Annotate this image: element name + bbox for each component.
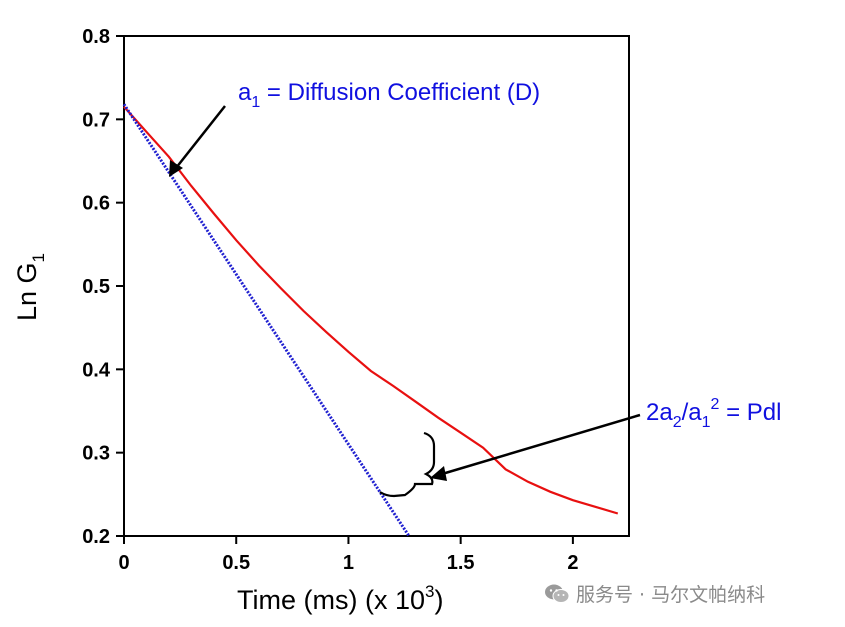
annotation-pdi-sub: 2: [673, 414, 682, 431]
x-axis-title: Time (ms) (x 103): [237, 582, 443, 615]
annotation-diffusion-a: a: [238, 79, 252, 106]
x-axis-title-sup: 3: [425, 582, 434, 601]
annotation-diffusion: a1 = Diffusion Coefficient (D): [238, 79, 540, 111]
annotation-pdi-2a: 2a: [646, 399, 673, 426]
y-axis-title-sub: 1: [29, 253, 48, 262]
x-axis-ticks: 0 0.5 1 1.5 2: [118, 536, 578, 574]
x-tick-label: 0.5: [222, 552, 250, 574]
series-line-cumulant-fit: [123, 106, 619, 515]
brace: [379, 431, 436, 498]
annotation-pdi-rest: = Pdl: [719, 399, 781, 426]
y-axis-title-main: Ln G: [12, 262, 42, 321]
arrow-pdi-head: [430, 466, 447, 481]
y-tick-label: 0.8: [82, 26, 110, 48]
y-tick-label: 0.4: [82, 359, 111, 381]
annotation-pdi-sup: 2: [711, 396, 720, 413]
x-tick-label: 1.5: [447, 552, 475, 574]
x-tick-label: 0: [118, 552, 129, 574]
annotation-diffusion-sub: 1: [251, 94, 260, 111]
watermark: 服务号 · 马尔文帕纳科: [544, 580, 765, 607]
x-tick-label: 1: [343, 552, 354, 574]
series-group: [122, 103, 619, 537]
arrow-diffusion-head: [169, 160, 183, 177]
y-tick-label: 0.3: [82, 443, 110, 465]
y-tick-label: 0.7: [82, 109, 110, 131]
annotation-pdi: 2a2/a12 = Pdl: [646, 396, 781, 431]
x-axis-title-main: Time (ms) (x 10: [237, 585, 425, 615]
y-axis-title: Ln G1: [12, 253, 48, 321]
annotation-diffusion-rest: = Diffusion Coefficient (D): [260, 79, 540, 106]
y-tick-label: 0.5: [82, 276, 110, 298]
series-line-initial-slope: [122, 103, 411, 537]
y-tick-label: 0.2: [82, 526, 110, 548]
arrow-diffusion-shaft: [175, 105, 226, 169]
annotation-pdi-sub2: 1: [702, 414, 711, 431]
x-tick-label: 2: [567, 552, 578, 574]
wechat-icon: [545, 584, 570, 603]
arrow-pdi-shaft: [441, 413, 641, 476]
x-axis-title-end: ): [434, 585, 443, 615]
annotation-pdi-mid: /a: [682, 399, 703, 426]
plot-frame: [123, 35, 630, 537]
watermark-text: 服务号 · 马尔文帕纳科: [576, 584, 766, 606]
y-tick-label: 0.6: [82, 193, 110, 215]
y-axis-ticks: 0.2 0.3 0.4 0.5 0.6 0.7 0.8: [82, 26, 124, 548]
